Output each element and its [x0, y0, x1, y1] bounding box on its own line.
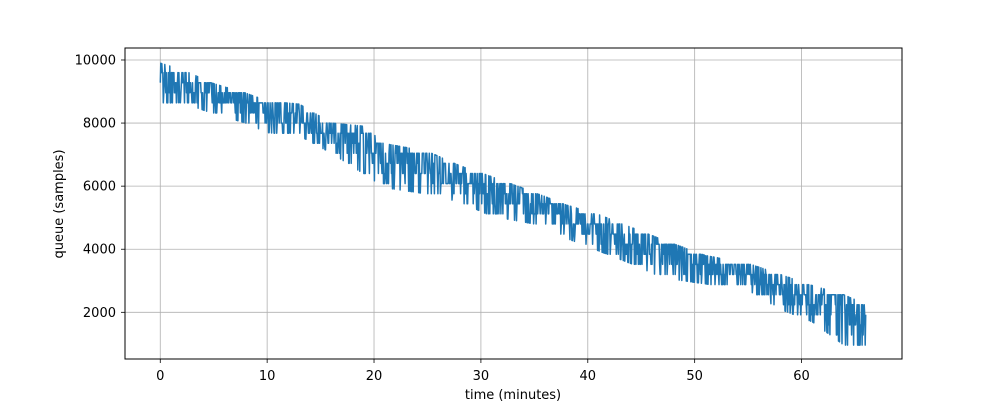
ticks: 0 10 20 30 40 50 60 2000 4000 6000 8000 10000	[75, 53, 810, 384]
x-tick-label: 10	[259, 369, 276, 384]
y-tick-label: 2000	[83, 306, 116, 321]
series-line	[159, 62, 867, 346]
x-tick-label: 50	[686, 369, 703, 384]
x-tick-label: 0	[156, 369, 164, 384]
y-tick-label: 6000	[83, 180, 116, 195]
x-tick-label: 60	[793, 369, 810, 384]
y-tick-label: 4000	[83, 243, 116, 258]
x-tick-label: 40	[580, 369, 597, 384]
x-axis-label: time (minutes)	[465, 388, 561, 403]
y-tick-label: 8000	[83, 117, 116, 132]
x-tick-label: 30	[473, 369, 490, 384]
x-tick-label: 20	[366, 369, 383, 384]
y-axis-label: queue (samples)	[52, 149, 67, 258]
y-tick-label: 10000	[75, 53, 116, 68]
plot-frame	[124, 47, 903, 360]
